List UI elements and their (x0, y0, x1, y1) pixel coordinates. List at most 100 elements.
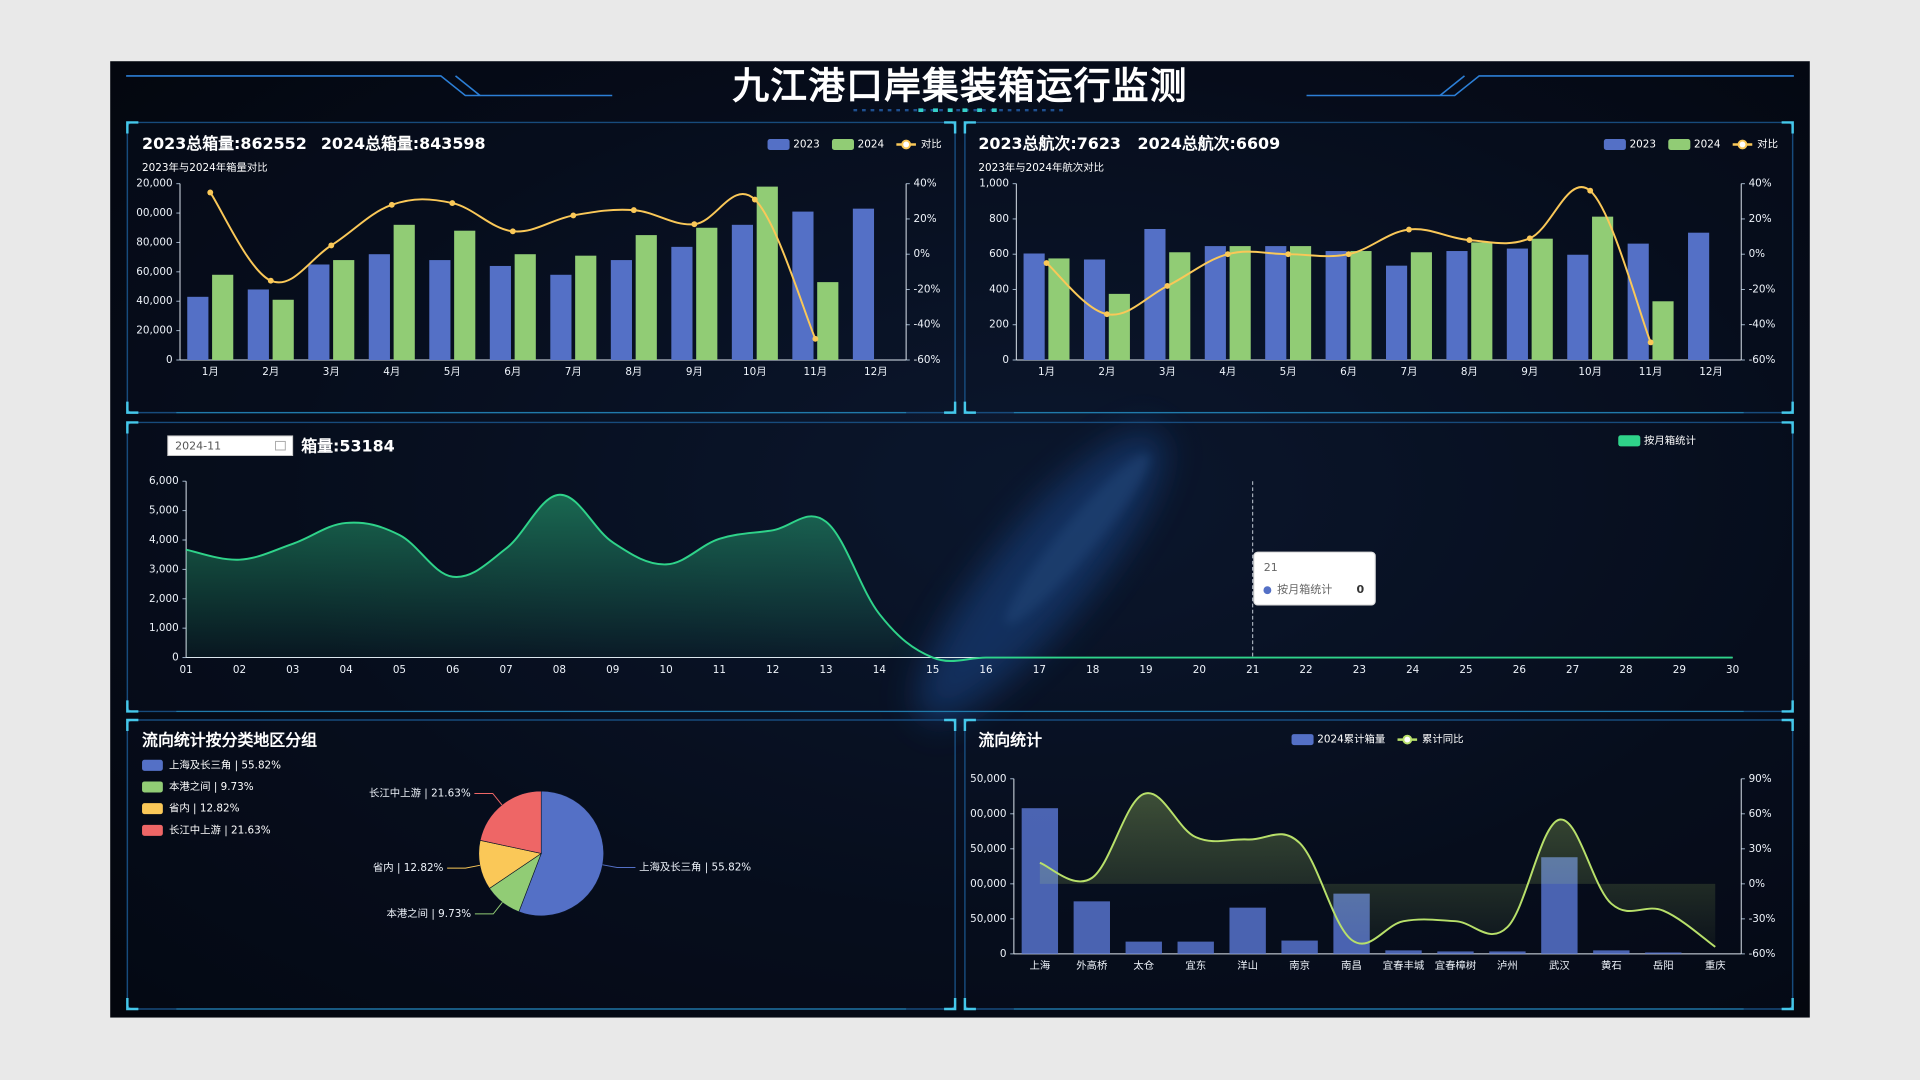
x-tick-label: 19 (1139, 664, 1152, 676)
chart-panel: 2023总箱量:862552 2024总箱量:843598 2023年与2024年箱… (136, 134, 941, 378)
legend-label: 2024 (1694, 138, 1721, 150)
legend-item[interactable]: 累计同比 (1397, 733, 1464, 746)
bar (1048, 258, 1070, 360)
legend-item[interactable]: 省内 | 12.82% (142, 802, 240, 815)
panel-corner (1781, 718, 1794, 732)
x-tick-label: 09 (606, 664, 619, 676)
y-tick-label: 0 (166, 354, 173, 366)
pie-label: 省内 | 12.82% (373, 861, 444, 874)
x-tick-label: 1月 (1038, 366, 1055, 378)
legend-label: 省内 | 12.82% (169, 802, 240, 815)
x-tick-label: 武汉 (1549, 959, 1570, 972)
x-tick-label: 7月 (565, 366, 582, 378)
line-point (449, 200, 456, 207)
panel-corner (1781, 401, 1794, 414)
x-tick-label: 01 (180, 664, 193, 676)
x-tick-label: 南昌 (1341, 959, 1362, 972)
pie-label: 上海及长三角 | 55.82% (639, 860, 751, 873)
chart-title: 2023总航次:7623 (978, 134, 1121, 153)
tooltip-value: 0 (1356, 583, 1364, 596)
header-slash-right (1439, 75, 1465, 97)
line-point (1104, 311, 1110, 318)
y-tick-label: 60% (1749, 808, 1772, 820)
x-tick-label: 02 (233, 664, 246, 676)
line-point (267, 277, 274, 284)
bar (1531, 238, 1553, 360)
header-line-right (1306, 75, 1794, 97)
bar (1177, 941, 1214, 954)
date-input[interactable] (167, 435, 294, 456)
legend-item[interactable]: 本港之间 | 9.73% (142, 780, 254, 793)
legend-swatch (1603, 138, 1626, 150)
pie-label-line (602, 864, 636, 868)
legend-item[interactable]: 2024 (831, 138, 885, 150)
x-tick-label: 宜春丰城 (1383, 959, 1425, 972)
bar (1471, 242, 1493, 360)
panel-corner (944, 121, 957, 134)
y-tick-label: 30% (1749, 843, 1772, 855)
legend-swatch (142, 759, 163, 771)
legend-item[interactable]: 2023 (1603, 138, 1656, 150)
bar (429, 260, 451, 360)
legend: 2023 2024 对比 (1603, 137, 1778, 150)
header-line-left (126, 75, 613, 97)
legend-swatch (767, 138, 790, 150)
legend-item[interactable]: 2023 (767, 138, 820, 150)
legend-item[interactable]: 2024 (1668, 138, 1721, 150)
legend-item[interactable]: 上海及长三角 | 55.82% (142, 758, 281, 771)
pie-slice (479, 790, 542, 854)
bar (1627, 243, 1649, 360)
bar (696, 227, 718, 360)
x-tick-label: 10 (659, 664, 672, 676)
chart-title: 2024总箱量:843598 (321, 134, 486, 153)
legend-dot-icon (901, 139, 912, 150)
x-tick-label: 05 (393, 664, 406, 676)
header-slash-left (455, 75, 481, 97)
legend-label: 上海及长三角 | 55.82% (169, 758, 281, 771)
y-tick-label: 2,000 (149, 593, 179, 605)
x-tick-label: 16 (979, 664, 992, 676)
legend: 2024累计箱量 累计同比 (1291, 733, 1464, 746)
date-picker[interactable]: 2024-11 (167, 435, 294, 456)
x-tick-label: 22 (1299, 664, 1312, 676)
legend-item[interactable]: 对比 (896, 137, 942, 150)
bar (1265, 246, 1287, 360)
legend-item[interactable]: 2024累计箱量 (1291, 733, 1386, 746)
bar (1350, 251, 1372, 360)
bar (575, 255, 597, 360)
y-tick-label: 40,000 (136, 295, 172, 307)
y-tick-label: -60% (1749, 948, 1776, 960)
bar (550, 274, 572, 360)
panel-corner (963, 997, 976, 1011)
legend-item[interactable]: 长江中上游 | 21.63% (142, 823, 271, 836)
line-point (1406, 226, 1412, 233)
x-tick-label: 8月 (1461, 366, 1478, 378)
legend-item[interactable]: 按月箱统计 (1618, 434, 1696, 447)
y-tick-label: 50,000 (970, 843, 1006, 855)
line-point (1587, 187, 1594, 194)
x-tick-label: 07 (499, 664, 512, 676)
line-point (1164, 283, 1171, 289)
legend-label: 按月箱统计 (1644, 434, 1696, 447)
x-tick-label: 4月 (383, 366, 400, 378)
date-value[interactable]: 2024-11 (175, 439, 221, 452)
legend-item[interactable]: 对比 (1732, 137, 1778, 150)
bar (1506, 248, 1528, 360)
y-tick-label: 20% (1749, 213, 1772, 225)
legend: 2023 2024 对比 (767, 137, 942, 150)
bar (1229, 246, 1251, 360)
y-tick-label: 20,000 (136, 325, 172, 337)
y-tick-label: 800 (989, 213, 1009, 225)
panel-corner (963, 401, 976, 414)
line-point (1043, 260, 1050, 266)
line-point (691, 221, 698, 228)
y-tick-label: 00,000 (970, 808, 1006, 820)
tooltip-box (1253, 551, 1376, 606)
dashboard-title: 九江港口岸集装箱运行监测 (732, 65, 1187, 108)
bar (610, 260, 632, 360)
nebula-core (1005, 453, 1150, 624)
line-point (1526, 235, 1533, 242)
y-tick-label: 90% (1749, 773, 1772, 785)
y-tick-label: 5,000 (149, 505, 179, 517)
y-tick-label: 0 (172, 652, 179, 664)
